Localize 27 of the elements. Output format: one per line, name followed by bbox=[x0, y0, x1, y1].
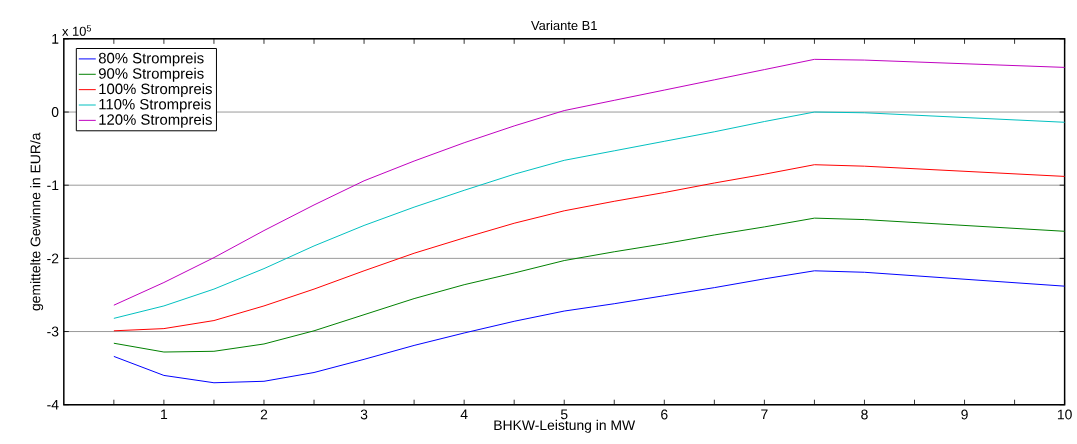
x-tick-label: 2 bbox=[260, 409, 268, 420]
chart-title: Variante B1 bbox=[531, 20, 597, 31]
legend-label: 90% Strompreis bbox=[98, 68, 204, 82]
y-tick-label: -3 bbox=[47, 326, 59, 337]
legend-label: 110% Strompreis bbox=[99, 98, 211, 113]
x-tick-label: 9 bbox=[961, 409, 968, 420]
y-tick-label: 0 bbox=[51, 107, 59, 118]
x-tick-label: 7 bbox=[761, 409, 768, 420]
line-series bbox=[113, 164, 1066, 332]
text: x 10$^{5}$ bbox=[62, 25, 92, 37]
legend-label: 100% Strompreis bbox=[99, 83, 212, 98]
y-axis-title: gemittelte Gewinne in EUR/a bbox=[30, 132, 44, 311]
y-tick-label: -1 bbox=[47, 180, 59, 191]
x-tick-label: 10 bbox=[1057, 409, 1072, 420]
legend-label: 80% Strompreis bbox=[98, 52, 204, 67]
line-series bbox=[113, 270, 1066, 384]
y-tick-label: 1 bbox=[52, 34, 59, 44]
y-tick-label: -4 bbox=[47, 400, 59, 410]
x-axis-title: BHKW-Leistung in MW bbox=[494, 420, 636, 434]
legend-label: 120% Strompreis bbox=[99, 114, 212, 129]
x-tick-label: 3 bbox=[360, 409, 368, 420]
x-tick-label: 1 bbox=[161, 409, 168, 420]
y-tick-label: -2 bbox=[47, 253, 59, 264]
x-tick-label: 5 bbox=[560, 409, 568, 420]
x-tick-label: 8 bbox=[861, 409, 868, 420]
x-tick-label: 6 bbox=[661, 409, 668, 420]
x-tick-label: 4 bbox=[460, 409, 468, 420]
